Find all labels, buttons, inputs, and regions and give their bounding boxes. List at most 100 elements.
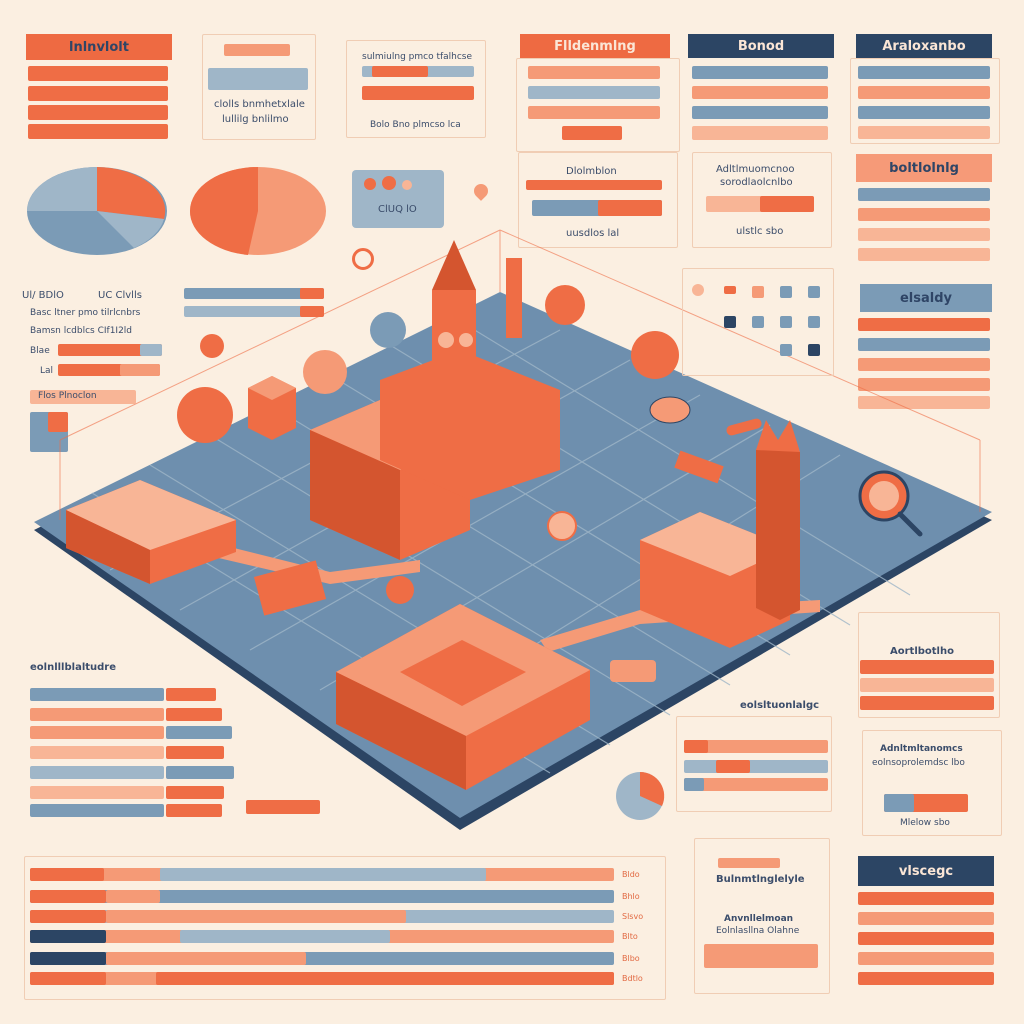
bottom-card-bar xyxy=(718,858,780,868)
right-card-3-header[interactable]: vlscegc xyxy=(858,856,994,886)
column-a-box-footer: uusdlos lal xyxy=(566,228,620,239)
column-header-c[interactable]: Araloxanbo xyxy=(856,34,992,58)
legend-swatch xyxy=(808,316,820,328)
stacked-row[interactable] xyxy=(684,778,828,791)
column-b-box-slider-fill xyxy=(760,196,814,212)
building-roof xyxy=(248,376,296,400)
cathedral-roof xyxy=(640,512,790,576)
right-card-3-row[interactable] xyxy=(858,912,994,925)
column-c-row[interactable] xyxy=(858,338,990,351)
pie-chart-right xyxy=(189,167,326,255)
column-c-row[interactable] xyxy=(858,318,990,331)
list-row-value xyxy=(166,804,222,817)
left-bar[interactable] xyxy=(184,288,324,299)
bench xyxy=(674,450,724,484)
left-label: Ul/ BDlO xyxy=(22,290,64,301)
list-row[interactable] xyxy=(30,726,164,739)
table-row-value: Blbo xyxy=(622,954,640,963)
clock-tower-spire xyxy=(432,240,476,290)
table-row-value: Bdtlo xyxy=(622,974,643,983)
left-tile[interactable] xyxy=(48,412,68,432)
left-bar[interactable] xyxy=(30,390,136,404)
right-card-1-row[interactable] xyxy=(860,660,994,674)
left-label: Basc ltner pmo tilrlcnbrs xyxy=(30,308,141,318)
right-card-1-title: Aortlbotlho xyxy=(890,646,954,657)
column-header-b[interactable]: Bonod xyxy=(688,34,834,58)
column-b-box xyxy=(692,152,832,248)
list-row-extra[interactable] xyxy=(246,800,320,814)
list-item[interactable] xyxy=(28,66,168,81)
right-card-3-row[interactable] xyxy=(858,952,994,965)
list-item[interactable] xyxy=(28,86,168,101)
gear-icon[interactable] xyxy=(352,248,374,270)
info-card-bar xyxy=(224,44,290,56)
column-c-row[interactable] xyxy=(858,248,990,261)
column-c-row[interactable] xyxy=(858,358,990,371)
mini-widget-dot xyxy=(382,176,396,190)
column-c-row[interactable] xyxy=(858,396,990,409)
column-c-row[interactable] xyxy=(858,86,990,99)
column-a-row[interactable] xyxy=(528,86,660,99)
column-b-row[interactable] xyxy=(692,106,828,119)
column-c-row[interactable] xyxy=(858,208,990,221)
left-bar[interactable] xyxy=(58,344,162,356)
bottom-card-line2: Anvnllelmoan xyxy=(724,914,794,924)
right-card-3-row[interactable] xyxy=(858,972,994,985)
column-c-row[interactable] xyxy=(858,106,990,119)
table-row-label xyxy=(30,972,106,985)
table-row[interactable] xyxy=(30,890,614,903)
column-a-row[interactable] xyxy=(528,66,660,79)
column-b-row[interactable] xyxy=(692,66,828,79)
right-card-3-row[interactable] xyxy=(858,932,994,945)
column-c-row[interactable] xyxy=(858,66,990,79)
right-card-2 xyxy=(862,730,1002,836)
mini-widget-dot xyxy=(364,178,376,190)
stacked-row[interactable] xyxy=(684,760,828,773)
right-card-1-row[interactable] xyxy=(860,696,994,710)
column-a-row[interactable] xyxy=(528,106,660,119)
progress-card-footer: Bolo Bno plmcso lca xyxy=(370,120,461,130)
list-row[interactable] xyxy=(30,804,164,817)
list-row[interactable] xyxy=(30,746,164,759)
right-card-3-row[interactable] xyxy=(858,892,994,905)
right-card-1-row[interactable] xyxy=(860,678,994,692)
list-row-value xyxy=(166,786,224,799)
progress-card-title: sulmiulng pmco tfalhcse xyxy=(362,52,473,62)
column-c-row[interactable] xyxy=(858,378,990,391)
bottom-table-panel xyxy=(24,856,666,1000)
list-row[interactable] xyxy=(30,786,164,799)
list-item[interactable] xyxy=(28,124,168,139)
map-pin-icon xyxy=(547,511,577,541)
bottom-card xyxy=(694,838,830,994)
column-c-row[interactable] xyxy=(858,126,990,139)
column-c-header-2[interactable]: boltlolnlg xyxy=(856,154,992,182)
clock-face xyxy=(438,332,454,348)
list-row[interactable] xyxy=(30,708,164,721)
list-item[interactable] xyxy=(28,105,168,120)
column-b-button[interactable] xyxy=(692,126,828,140)
list-row[interactable] xyxy=(30,766,164,779)
column-c-header-3[interactable]: elsaldy xyxy=(860,284,992,312)
bottom-card-line3: Eolnlasllna Olahne xyxy=(716,926,800,936)
building-roof xyxy=(66,480,236,550)
column-a-box-bar xyxy=(526,180,662,190)
right-card-2-slider-fill xyxy=(884,794,914,812)
column-b-row[interactable] xyxy=(692,86,828,99)
column-a-button[interactable] xyxy=(562,126,622,140)
column-header-a[interactable]: Flldenmlng xyxy=(520,34,670,58)
table-row-segment xyxy=(156,972,614,985)
cathedral-tower xyxy=(756,440,800,620)
info-card-line: lullilg bnlilmo xyxy=(222,114,289,125)
left-label: UC Clvlls xyxy=(98,290,142,301)
bottom-card-button[interactable] xyxy=(704,944,818,968)
stacked-row[interactable] xyxy=(684,740,828,753)
column-c-row[interactable] xyxy=(858,188,990,201)
column-c-row[interactable] xyxy=(858,228,990,241)
list-row[interactable] xyxy=(30,688,164,701)
left-label: Bamsn lcdblcs CIf1I2ld xyxy=(30,326,133,336)
courtyard-side xyxy=(336,672,466,790)
table-row-value: Bldo xyxy=(622,870,640,879)
left-bar[interactable] xyxy=(184,306,324,317)
table-row-segment xyxy=(160,868,486,881)
pie-slice xyxy=(189,211,258,255)
